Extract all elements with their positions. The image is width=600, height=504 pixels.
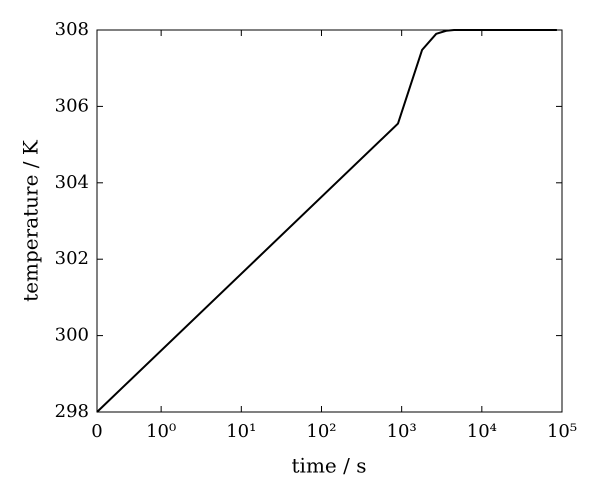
y-axis-label: temperature / K	[19, 139, 43, 302]
y-tick-label: 306	[55, 95, 89, 116]
x-tick-label: 10⁰	[146, 421, 176, 442]
y-tick-label: 298	[55, 401, 89, 422]
x-tick-label: 10⁵	[547, 421, 577, 442]
x-tick-label: 10¹	[226, 421, 256, 442]
x-tick-label: 10²	[306, 421, 336, 442]
x-tick-label: 10³	[387, 421, 417, 442]
y-tick-label: 308	[55, 19, 89, 40]
plot-frame	[96, 29, 563, 413]
y-tick-label: 302	[55, 248, 89, 269]
x-tick-label: 0	[91, 421, 102, 442]
data-line	[96, 29, 557, 413]
y-tick-label: 304	[55, 172, 89, 193]
x-axis-label: time / s	[292, 454, 367, 478]
x-tick-label: 10⁴	[467, 421, 497, 442]
y-tick-label: 300	[55, 325, 89, 346]
